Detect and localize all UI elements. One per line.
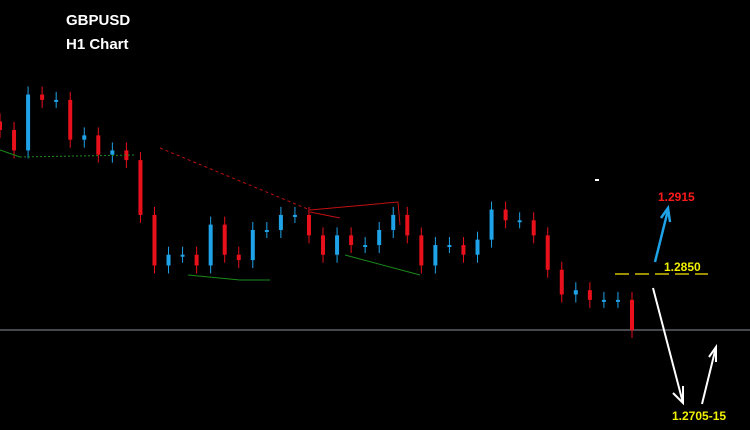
candle-body	[208, 224, 213, 266]
candle-body	[124, 150, 129, 161]
candle-body	[377, 229, 382, 246]
candle-body	[545, 235, 550, 270]
candle-body	[601, 299, 606, 302]
candle-body	[587, 290, 592, 300]
candle-body	[335, 235, 340, 255]
candle-body	[180, 254, 185, 257]
candle-body	[166, 254, 171, 266]
candle-body	[419, 235, 424, 266]
candle-body	[110, 150, 115, 155]
candle-body	[433, 245, 438, 266]
candle-body	[278, 214, 283, 230]
candle-body	[615, 299, 620, 302]
candle-body	[461, 245, 466, 255]
target-up-label: 1.2915	[658, 190, 695, 204]
up-arrow-white-icon	[701, 343, 717, 405]
candle-body	[447, 245, 452, 248]
candle-body	[194, 254, 199, 266]
candle-body	[405, 214, 410, 236]
marker-dash	[595, 179, 599, 181]
candle-body	[573, 290, 578, 295]
red-triangle-lower	[309, 211, 341, 219]
red-dashed-trendline	[159, 147, 311, 211]
candle-body	[391, 214, 396, 230]
candle-body	[489, 209, 494, 240]
candle-body	[222, 224, 227, 255]
up-arrow-blue-icon	[653, 204, 672, 263]
candle-body	[321, 235, 326, 255]
candle-body	[517, 220, 522, 223]
candles	[0, 86, 634, 338]
candle-body	[363, 245, 368, 248]
pivot-label: 1.2850	[664, 260, 701, 274]
green-trendline-low	[187, 274, 270, 281]
candle-body	[26, 94, 31, 151]
candle-body	[250, 229, 255, 261]
candle-body	[475, 239, 480, 255]
candle-body	[503, 209, 508, 221]
candle-body	[236, 254, 241, 261]
down-arrow-white-icon	[652, 287, 684, 406]
red-triangle	[309, 201, 401, 226]
candle-body	[152, 214, 157, 266]
candle-body	[349, 235, 354, 246]
target-down-label: 1.2705-15	[672, 409, 727, 423]
candle-body	[82, 135, 87, 140]
candle-body	[40, 94, 45, 100]
candle-body	[630, 299, 634, 330]
candle-body	[559, 269, 564, 295]
candle-body	[306, 214, 311, 236]
candle-body	[54, 99, 59, 102]
candle-body	[0, 121, 2, 130]
support-dotted-line	[19, 154, 136, 158]
candle-body	[138, 160, 143, 215]
candle-body	[531, 220, 536, 236]
candle-body	[68, 99, 73, 140]
green-trendline-mid	[344, 254, 421, 276]
green-trendline-left	[0, 149, 21, 158]
candle-body	[292, 214, 297, 217]
candle-body	[96, 135, 101, 155]
symbol-title: GBPUSD	[66, 12, 131, 29]
candle-body	[264, 229, 269, 232]
timeframe-title: H1 Chart	[66, 36, 129, 53]
candle-body	[12, 129, 17, 151]
